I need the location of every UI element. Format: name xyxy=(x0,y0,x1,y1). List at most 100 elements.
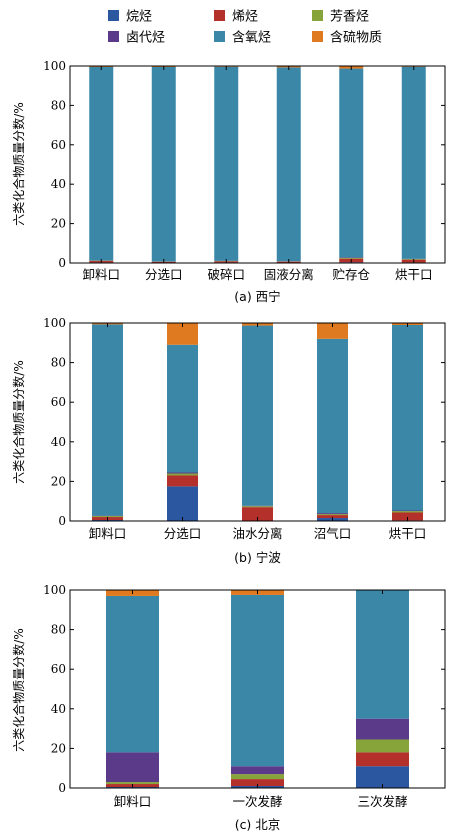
bar-segment-4-2 xyxy=(317,515,348,519)
y-tick-label: 60 xyxy=(51,662,66,676)
x-tick-label: 分选口 xyxy=(164,526,202,541)
legend-entry-alkane: 烷烃 xyxy=(108,10,152,25)
bar-segment-4-5 xyxy=(276,67,301,262)
panel-caption: (b) 宁波 xyxy=(234,550,281,565)
legend-entry-sulfur: 含硫物质 xyxy=(312,30,382,46)
y-tick-label: 100 xyxy=(43,583,66,597)
bar-segment-3-3 xyxy=(242,506,273,508)
bar-segment-5-4 xyxy=(392,510,423,512)
x-tick-label: 烘干口 xyxy=(395,267,433,282)
bar-segment-2-2 xyxy=(167,475,198,487)
chart-panel-1: 卸料口 分选口 破碎口 固液分离 贮存仓 烘干口 0 20 40 60 80 100 六类化合物质量分数… xyxy=(11,59,446,304)
bar-segment-3-2 xyxy=(242,507,273,521)
y-tick-label: 80 xyxy=(51,623,66,637)
y-tick-label: 20 xyxy=(51,741,66,755)
legend-entry-alkene: 烯烃 xyxy=(214,10,258,25)
bar-segment-2-2 xyxy=(231,779,284,787)
x-tick-label: 一次发酵 xyxy=(232,794,282,809)
bar-segment-2-3 xyxy=(167,473,198,476)
x-tick-label: 卸料口 xyxy=(82,267,120,282)
bar-segment-4-5 xyxy=(317,338,348,514)
legend-swatch xyxy=(214,31,225,42)
bar-segment-3-2 xyxy=(356,752,409,767)
bar-segment-4-3 xyxy=(317,514,348,516)
panels: 卸料口 分选口 破碎口 固液分离 贮存仓 烘干口020406080100六类化合物质量分数… xyxy=(11,59,446,832)
legend-swatch xyxy=(108,31,119,42)
bar-segment-2-1 xyxy=(167,486,198,521)
y-tick-label: 80 xyxy=(51,356,66,370)
plot-frame xyxy=(69,65,446,264)
legend-swatch xyxy=(108,10,119,21)
y-tick-label: 40 xyxy=(51,702,66,716)
y-tick-label: 40 xyxy=(51,177,66,191)
legend-entry-halo: 卤代烃 xyxy=(108,30,165,46)
bar-segment-4-6 xyxy=(317,323,348,339)
legend-swatch xyxy=(214,10,225,21)
bar-segment-1-4 xyxy=(106,752,159,783)
x-tick-label: 卸料口 xyxy=(89,526,127,541)
legend-label: 卤代烃 xyxy=(126,30,165,46)
chart-panel-2: 卸料口 分选口 油水分离 沼气口 烘干口 0 20 40 60 80 100 六类化合物质量分数/% (… xyxy=(11,316,446,565)
plot-frame xyxy=(69,322,446,522)
plot-frame xyxy=(69,589,446,789)
bar-segment-6-5 xyxy=(401,66,426,259)
bar-segment-1-5 xyxy=(89,66,114,261)
panel-caption: (c) 北京 xyxy=(235,817,281,832)
bar-segment-1-3 xyxy=(106,782,159,785)
legend-entry-aromatic: 芳香烃 xyxy=(312,10,369,25)
y-axis-label: 六类化合物质量分数/% xyxy=(11,360,26,483)
bar-segment-2-4 xyxy=(231,766,284,775)
y-axis-label: 六类化合物质量分数/% xyxy=(11,102,26,225)
y-tick-label: 0 xyxy=(58,256,66,270)
y-tick-label: 20 xyxy=(51,474,66,488)
y-tick-label: 40 xyxy=(51,435,66,449)
legend-label: 含氧烃 xyxy=(232,30,271,46)
legend-swatch xyxy=(312,31,323,42)
x-tick-label: 固液分离 xyxy=(264,267,314,282)
bar-segment-5-3 xyxy=(392,511,423,513)
y-tick-label: 100 xyxy=(43,59,66,73)
chart-panel-3: 卸料口 一次发酵 三次发酵 0 20 40 60 80 100 六类化合物质量分数/% (c) 北京 xyxy=(11,583,446,832)
panel-caption: (a) 西宁 xyxy=(234,289,280,304)
bar-segment-2-5 xyxy=(231,594,284,767)
bar-segment-2-4 xyxy=(167,472,198,474)
bar-segment-3-5 xyxy=(242,325,273,506)
legend-entry-oxy: 含氧烃 xyxy=(214,30,271,46)
bar-segment-4-4 xyxy=(317,513,348,515)
legend-label: 烷烃 xyxy=(126,10,152,25)
x-tick-label: 卸料口 xyxy=(114,794,152,809)
legend-label: 芳香烃 xyxy=(330,10,369,25)
x-tick-label: 油水分离 xyxy=(232,526,282,541)
legend-label: 烯烃 xyxy=(232,10,258,25)
x-tick-label: 贮存仓 xyxy=(332,267,370,282)
x-tick-label: 沼气口 xyxy=(314,526,352,541)
y-tick-label: 60 xyxy=(51,395,66,409)
legend-label: 含硫物质 xyxy=(330,30,382,46)
x-tick-label: 三次发酵 xyxy=(357,794,407,809)
bar-segment-1-3 xyxy=(92,516,123,518)
bar-segment-5-2 xyxy=(392,512,423,521)
y-axis-label: 六类化合物质量分数/% xyxy=(11,628,26,751)
bar-segment-2-5 xyxy=(151,66,176,262)
x-tick-label: 烘干口 xyxy=(389,526,427,541)
bar-segment-3-1 xyxy=(356,766,409,788)
bar-segment-3-3 xyxy=(356,739,409,753)
y-tick-label: 20 xyxy=(51,217,66,231)
bar-segment-3-5 xyxy=(356,590,409,719)
bar-segment-2-3 xyxy=(231,774,284,780)
bar-segment-3-4 xyxy=(356,718,409,740)
bar-segment-5-3 xyxy=(339,257,364,259)
y-tick-label: 100 xyxy=(43,316,66,330)
x-tick-label: 分选口 xyxy=(145,267,183,282)
x-tick-label: 破碎口 xyxy=(207,267,245,282)
bar-segment-5-5 xyxy=(392,324,423,511)
y-tick-label: 60 xyxy=(51,138,66,152)
bar-segment-2-5 xyxy=(167,344,198,473)
y-tick-label: 0 xyxy=(58,514,66,528)
bar-segment-1-5 xyxy=(92,324,123,516)
legend-swatch xyxy=(312,10,323,21)
bar-segment-1-5 xyxy=(106,595,159,753)
bar-segment-2-6 xyxy=(167,323,198,345)
